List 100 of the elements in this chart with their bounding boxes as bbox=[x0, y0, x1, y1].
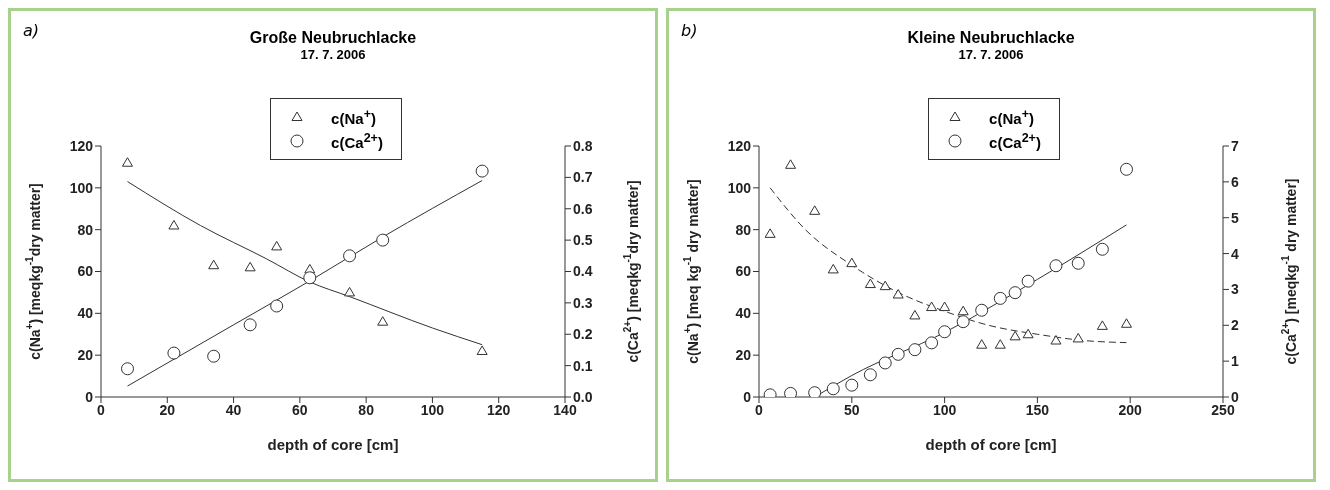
y-tick-label: 100 bbox=[69, 179, 94, 196]
point bbox=[1071, 256, 1085, 270]
y-tick-label: 120 bbox=[69, 137, 94, 154]
point bbox=[994, 339, 1006, 349]
point bbox=[925, 336, 939, 350]
x-tick-label: 40 bbox=[225, 401, 242, 418]
x-tick-label: 50 bbox=[844, 401, 860, 418]
point bbox=[938, 325, 952, 339]
point bbox=[785, 159, 797, 169]
x-tick-label: 200 bbox=[1118, 401, 1143, 418]
point bbox=[244, 261, 256, 272]
y2-tick-label: 2 bbox=[1231, 317, 1239, 334]
line-series bbox=[127, 180, 483, 387]
y2-tick-label: 4 bbox=[1231, 245, 1239, 262]
y-tick-label: 120 bbox=[727, 137, 752, 154]
y-tick-label: 80 bbox=[77, 221, 94, 238]
y2-tick-label: 5 bbox=[1231, 209, 1239, 226]
x-tick-label: 150 bbox=[1025, 401, 1050, 418]
y2-tick-label: 3 bbox=[1231, 281, 1239, 298]
point bbox=[784, 386, 798, 397]
point bbox=[1096, 320, 1108, 330]
point bbox=[1022, 328, 1034, 339]
y-tick-label: 20 bbox=[735, 347, 752, 364]
y2-tick-label: 0.5 bbox=[573, 232, 593, 249]
point bbox=[377, 316, 389, 326]
x-axis-title: depth of core [cm] bbox=[925, 436, 1057, 453]
point bbox=[122, 157, 134, 167]
point bbox=[975, 303, 989, 317]
text: b) bbox=[681, 21, 698, 40]
text: a) bbox=[23, 21, 40, 40]
y-tick-label: 20 bbox=[77, 347, 94, 364]
y2-tick-label: 0.8 bbox=[573, 137, 593, 154]
point bbox=[826, 382, 840, 396]
point bbox=[343, 249, 357, 263]
y2-tick-label: 0.4 bbox=[573, 263, 593, 280]
point bbox=[1008, 286, 1022, 300]
point bbox=[168, 219, 180, 230]
point bbox=[271, 240, 283, 251]
point bbox=[993, 291, 1007, 305]
point bbox=[243, 318, 257, 332]
y2-tick-label: 0.6 bbox=[573, 200, 593, 217]
point bbox=[809, 205, 821, 215]
y2-tick-label: 0.7 bbox=[573, 169, 593, 186]
point bbox=[846, 257, 858, 268]
point bbox=[956, 315, 970, 329]
x-tick-label: 0 bbox=[755, 401, 764, 418]
point bbox=[864, 278, 876, 289]
chart-title: Kleine Neubruchlacke bbox=[907, 29, 1075, 46]
point bbox=[908, 343, 922, 357]
chart-title: Große Neubruchlacke bbox=[249, 29, 417, 46]
point bbox=[926, 301, 938, 312]
x-tick-label: 0 bbox=[97, 401, 106, 418]
point bbox=[845, 378, 859, 392]
y-tick-label: 100 bbox=[727, 179, 752, 196]
point bbox=[476, 345, 488, 355]
x-tick-label: 60 bbox=[292, 401, 308, 418]
y-tick-label: 80 bbox=[735, 221, 752, 238]
y-tick-label: 60 bbox=[77, 263, 94, 280]
y-tick-label: 60 bbox=[735, 263, 752, 280]
point bbox=[167, 346, 181, 360]
y2-tick-label: 6 bbox=[1231, 173, 1239, 190]
point bbox=[344, 286, 356, 297]
legend-label: c(Ca$^{2+}$) bbox=[989, 131, 1041, 151]
point bbox=[808, 386, 822, 397]
point bbox=[303, 271, 317, 285]
point bbox=[892, 289, 904, 299]
point bbox=[121, 362, 135, 376]
x-tick-label: 80 bbox=[358, 401, 375, 418]
point bbox=[764, 228, 776, 238]
point bbox=[878, 356, 892, 370]
x-axis-title: depth of core [cm] bbox=[267, 436, 399, 453]
legend-label: c(Ca$^{2+}$) bbox=[331, 131, 383, 151]
chart-subtitle: 17. 7. 2006 bbox=[299, 47, 367, 62]
y-tick-label: 0 bbox=[743, 388, 752, 405]
point bbox=[863, 368, 877, 382]
point bbox=[879, 280, 891, 291]
point bbox=[1120, 318, 1132, 328]
x-tick-label: 120 bbox=[487, 401, 511, 418]
point bbox=[891, 347, 905, 361]
point bbox=[207, 349, 221, 363]
point bbox=[376, 233, 390, 247]
y-tick-label: 40 bbox=[735, 305, 752, 322]
y2-tick-label: 0.3 bbox=[573, 294, 593, 311]
y-tick-label: 0 bbox=[85, 388, 94, 405]
point bbox=[1049, 259, 1063, 273]
point bbox=[475, 164, 489, 178]
point bbox=[976, 339, 988, 349]
x-tick-label: 20 bbox=[159, 401, 176, 418]
point bbox=[1050, 335, 1062, 345]
point bbox=[1021, 274, 1035, 288]
y2-tick-label: 1 bbox=[1231, 353, 1239, 370]
y2-tick-label: 7 bbox=[1231, 137, 1239, 154]
chart-subtitle: 17. 7. 2006 bbox=[957, 47, 1025, 62]
point bbox=[1072, 332, 1084, 343]
y2-tick-label: 0.2 bbox=[573, 326, 593, 343]
legend-label: c(Na$^{+}$) bbox=[989, 107, 1034, 127]
y2-tick-label: 0.1 bbox=[573, 357, 593, 374]
point bbox=[1009, 330, 1021, 341]
point bbox=[909, 309, 921, 320]
legend-label: c(Na$^{+}$) bbox=[331, 107, 376, 127]
